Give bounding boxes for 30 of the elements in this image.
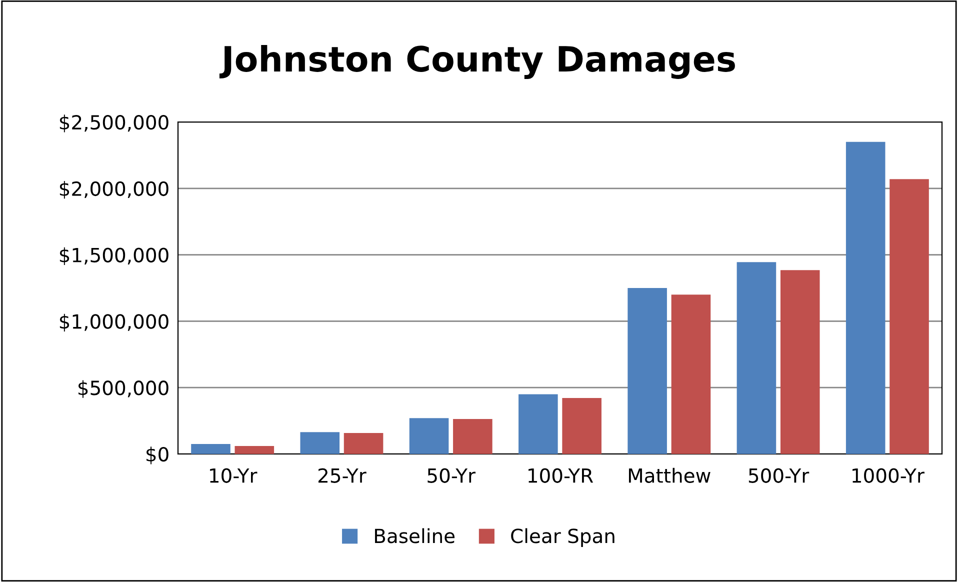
bar xyxy=(344,433,384,454)
legend-label: Baseline xyxy=(375,528,455,544)
bar xyxy=(518,394,558,454)
bar xyxy=(191,444,230,454)
bar xyxy=(453,418,492,454)
bar xyxy=(234,446,274,454)
bar xyxy=(890,179,929,454)
bar xyxy=(300,432,340,454)
y-tick-label: $0 xyxy=(146,446,168,464)
x-tick-label: 500-Yr xyxy=(748,468,810,483)
x-tick-label: 1000-Yr xyxy=(852,468,924,483)
legend-label: Clear Span xyxy=(511,528,614,548)
bar xyxy=(562,398,602,454)
chart-title: Johnston County Damages xyxy=(219,45,735,79)
bar xyxy=(671,294,711,454)
x-tick-label: 50-Yr xyxy=(428,468,476,483)
x-tick-label: Matthew xyxy=(628,468,710,483)
bar xyxy=(409,418,449,454)
x-tick-label: 100-YR xyxy=(528,468,594,483)
bar xyxy=(628,288,667,454)
x-tick-label: 10-Yr xyxy=(210,468,258,483)
x-tick-label: 25-Yr xyxy=(318,468,366,483)
y-tick-label: $1,000,000 xyxy=(60,314,168,332)
y-tick-label: $1,500,000 xyxy=(60,247,168,266)
bar xyxy=(846,142,886,454)
y-tick-label: $500,000 xyxy=(78,380,168,398)
bar xyxy=(780,270,820,454)
y-tick-label: $2,000,000 xyxy=(60,181,168,199)
y-tick-label: $2,500,000 xyxy=(60,114,168,132)
bar xyxy=(736,262,776,454)
